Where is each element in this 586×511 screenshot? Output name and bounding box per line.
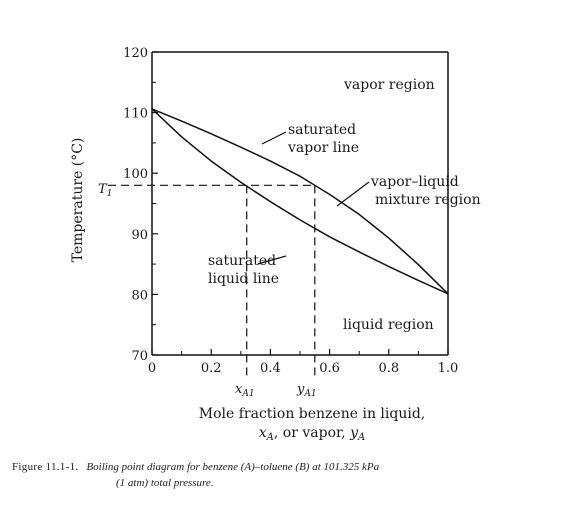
x-tick-label-0.6: 0.6	[319, 361, 340, 376]
annotation-pointers	[257, 131, 370, 265]
y-tick-label-80: 80	[131, 288, 148, 303]
sat-liquid-pointer	[257, 255, 287, 265]
mixture-region-label-2: mixture region	[375, 192, 481, 208]
y-tick-label-120: 120	[123, 46, 148, 61]
x-axis-title-line2: xA, or vapor, yA	[259, 425, 365, 443]
data-series	[151, 108, 449, 295]
figure-caption-text-2: (1 atm) total pressure.	[116, 477, 214, 489]
figure-caption-line2: (1 atm) total pressure.	[116, 477, 214, 489]
x-axis-title-line1: Mole fraction benzene in liquid,	[199, 406, 425, 422]
xa1-label-main: x	[235, 382, 243, 397]
ya1-label-sub: A1	[303, 389, 316, 399]
mixture-pointer	[336, 181, 370, 207]
axis-ticks: 70 80 90 100 110 120 0 0.2 0.4 0.6 0.8 1.0	[123, 46, 458, 376]
saturated-liquid-label-1: saturated	[208, 253, 276, 269]
y-tick-label-100: 100	[123, 167, 148, 182]
t1-label-sub: 1	[107, 189, 113, 199]
x-tick-label-1: 1.0	[438, 361, 459, 376]
ya1-label: yA1	[296, 382, 317, 399]
liquid-region-label: liquid region	[343, 317, 434, 333]
x-tick-label-0.2: 0.2	[201, 361, 222, 376]
dashed-guides	[108, 184, 316, 380]
mixture-region-label-1: vapor–liquid	[370, 174, 459, 190]
sat-vapor-pointer	[261, 131, 287, 145]
xa1-label-sub: A1	[241, 389, 254, 399]
y-tick-label-70: 70	[131, 349, 148, 364]
saturated-liquid-label-2: liquid line	[208, 271, 279, 287]
y-tick-label-90: 90	[131, 228, 148, 243]
saturated-liquid-curve	[151, 108, 449, 295]
y-tick-label-110: 110	[123, 107, 148, 122]
vapor-region-label: vapor region	[343, 77, 435, 93]
minor-ticks	[152, 81, 419, 355]
ya1-label-main: y	[296, 382, 305, 397]
x-tick-label-0.4: 0.4	[260, 361, 281, 376]
x-tick-label-0: 0	[148, 361, 156, 376]
x-axis-title-xa-sub: A	[266, 432, 274, 443]
saturated-vapor-label-1: saturated	[288, 122, 356, 138]
t1-label-main: T	[98, 182, 108, 197]
y-axis-title: Temperature (°C)	[70, 138, 86, 263]
saturated-vapor-label-2: vapor line	[287, 140, 359, 156]
x-axis-title-xa: x	[259, 425, 267, 441]
figure-caption-text-1: Boiling point diagram for benzene (A)–to…	[86, 461, 379, 473]
xa1-label: xA1	[235, 382, 255, 399]
figure-caption-label: Figure 11.1-1.	[12, 461, 78, 473]
saturated-vapor-curve	[151, 108, 449, 295]
x-axis-title-mid: , or vapor,	[274, 425, 350, 441]
x-axis-title-ya-sub: A	[357, 432, 365, 443]
figure-caption-line1: Figure 11.1-1. Boiling point diagram for …	[12, 461, 380, 473]
x-tick-label-0.8: 0.8	[378, 361, 399, 376]
x-axis-title-ya: y	[349, 425, 359, 441]
t1-label: T1	[98, 182, 112, 199]
